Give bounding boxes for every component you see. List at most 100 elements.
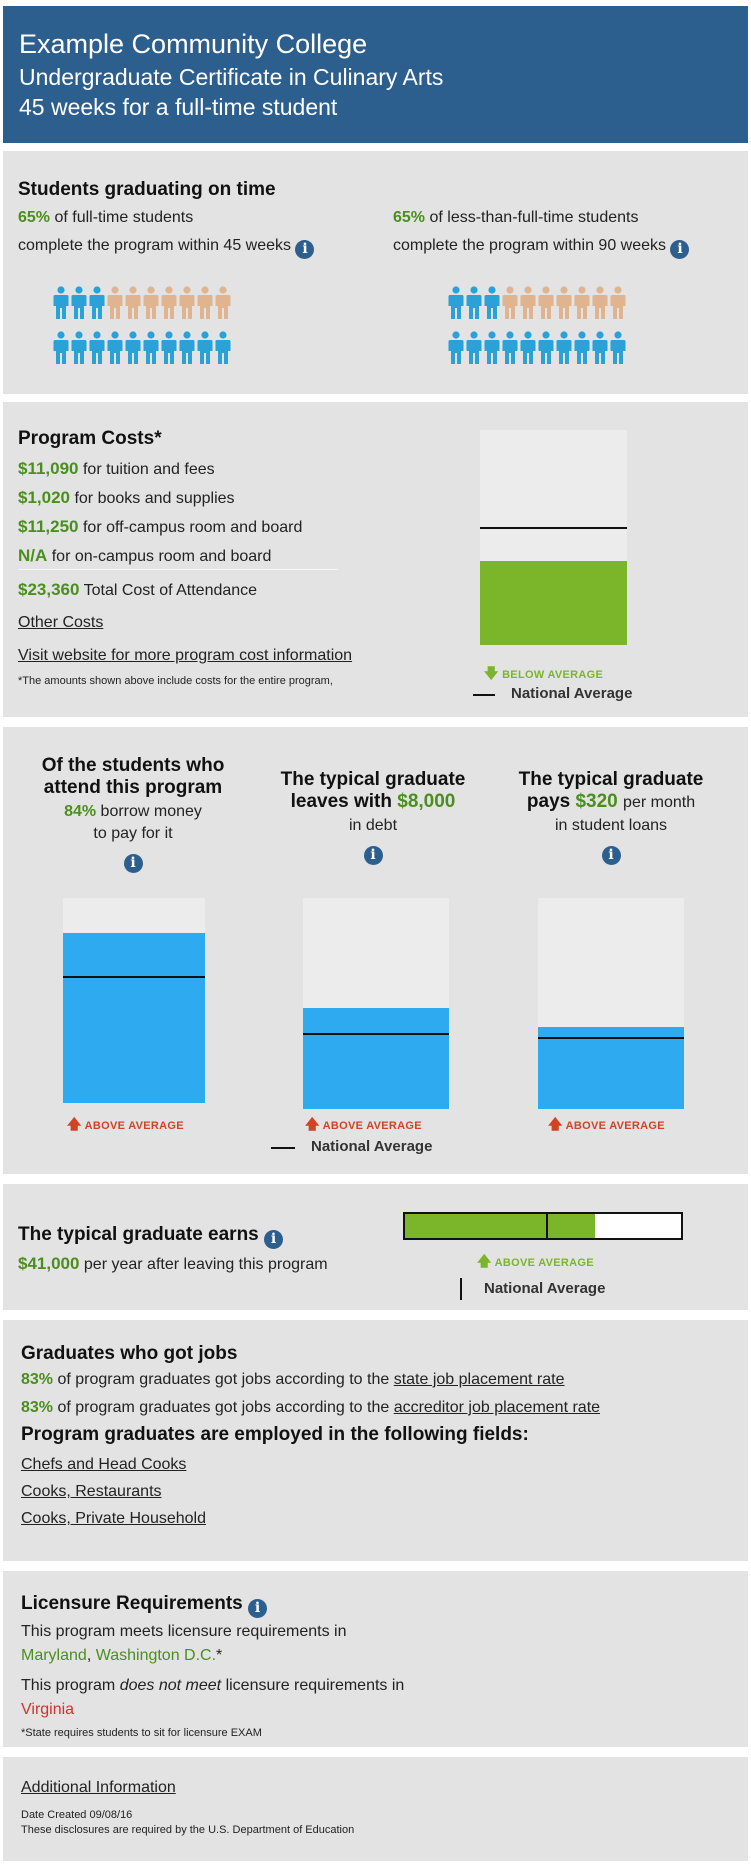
person-icon [610, 286, 628, 325]
legend-line-icon [460, 1278, 462, 1300]
full-time-pct: 65% [18, 209, 51, 226]
program-length: 45 weeks for a full-time student [19, 94, 338, 120]
arrow-up-icon: 🡅 [67, 1116, 82, 1132]
person-icon [161, 331, 179, 370]
legend-line-icon [271, 1147, 295, 1149]
earnings-amount: $41,000 [18, 1254, 80, 1273]
payment-bar-track [538, 898, 684, 1109]
info-icon[interactable]: i [295, 240, 315, 259]
cost-bar-fill [480, 561, 627, 645]
program-name: Undergraduate Certificate in Culinary Ar… [19, 64, 444, 90]
debt-amount: $8,000 [397, 791, 456, 812]
arrow-down-icon: 🡇 [484, 665, 499, 681]
debt-flag: 🡅 ABOVE AVERAGE [305, 1116, 422, 1132]
costs-title: Program Costs* [18, 428, 162, 449]
earnings-section: The typical graduate earns i $41,000 per… [3, 1184, 748, 1310]
person-icon [179, 286, 197, 325]
person-icon [448, 286, 466, 325]
licensure-footnote: *State requires students to sit for lice… [21, 1727, 262, 1739]
state-placement-link[interactable]: state job placement rate [393, 1371, 565, 1388]
date-created: Date Created 09/08/16 [21, 1809, 133, 1821]
cost-flag: 🡇 BELOW AVERAGE [484, 665, 604, 681]
payment-national-average-line [538, 1037, 684, 1039]
debt-legend: National Average [311, 1138, 433, 1155]
licensure-meets-text: This program meets licensure requirement… [21, 1623, 347, 1640]
debt-col2-text: The typical graduate leaves with $8,000 … [280, 769, 466, 865]
person-icon [71, 286, 89, 325]
person-icon [466, 331, 484, 370]
part-time-people-chart [448, 286, 628, 370]
disclosure-note: These disclosures are required by the U.… [21, 1824, 355, 1836]
borrow-bar-fill [63, 933, 205, 1103]
info-icon[interactable]: i [264, 1230, 284, 1249]
other-costs-link[interactable]: Other Costs [18, 614, 104, 631]
part-time-line2: complete the program within 90 weeks [393, 237, 667, 254]
person-icon [538, 286, 556, 325]
person-icon [53, 331, 71, 370]
cost-item-oncampus: N/A for on-campus room and board [18, 546, 272, 565]
person-icon [502, 331, 520, 370]
debt-section: Of the students who attend this program … [3, 727, 748, 1174]
earnings-bar-track [403, 1212, 683, 1240]
payment-bar-fill [538, 1027, 684, 1109]
person-icon [574, 331, 592, 370]
debt-col3-text: The typical graduate pays $320 per month… [518, 769, 704, 865]
info-icon[interactable]: i [670, 240, 690, 259]
cost-website-link[interactable]: Visit website for more program cost info… [18, 647, 353, 664]
state-placement: 83% of program graduates got jobs accord… [21, 1371, 565, 1388]
full-time-detail: complete the program within 45 weeks i [18, 237, 315, 259]
licensure-not-states: Virginia [21, 1701, 75, 1718]
legend-line-icon [473, 694, 495, 696]
person-icon [592, 286, 610, 325]
person-icon [161, 286, 179, 325]
part-time-pct: 65% [393, 209, 426, 226]
part-time-line1: of less-than-full-time students [429, 209, 639, 226]
person-icon [466, 286, 484, 325]
person-icon [556, 331, 574, 370]
info-icon[interactable]: i [248, 1599, 268, 1618]
payment-amount: $320 [575, 791, 618, 812]
person-icon [610, 331, 628, 370]
cost-item-books: $1,020 for books and supplies [18, 488, 235, 507]
header-banner: Example Community College Undergraduate … [3, 6, 748, 143]
field-link[interactable]: Cooks, Restaurants [21, 1483, 162, 1500]
licensure-meets-states: Maryland, Washington D.C.* [21, 1647, 223, 1664]
person-icon [143, 286, 161, 325]
school-name: Example Community College [19, 29, 368, 59]
person-icon [107, 331, 125, 370]
accreditor-placement-link[interactable]: accreditor job placement rate [393, 1399, 601, 1416]
full-time-line2: complete the program within 45 weeks [18, 237, 292, 254]
total-cost: $23,360 Total Cost of Attendance [18, 580, 258, 599]
cost-national-average-line [480, 527, 627, 529]
cost-bar-track [480, 430, 627, 645]
person-icon [197, 331, 215, 370]
person-icon [502, 286, 520, 325]
costs-section: Program Costs* $11,090 for tuition and f… [3, 402, 748, 717]
person-icon [215, 331, 233, 370]
licensure-section: Licensure Requirements i This program me… [3, 1571, 748, 1747]
earnings-title: The typical graduate earns i [18, 1224, 284, 1249]
cost-item-tuition: $11,090 for tuition and fees [18, 459, 215, 478]
debt-bar-fill [303, 1008, 449, 1109]
person-icon [89, 331, 107, 370]
field-link[interactable]: Cooks, Private Household [21, 1510, 206, 1527]
licensure-title: Licensure Requirements i [21, 1593, 268, 1618]
person-icon [143, 331, 161, 370]
cost-items: $11,090 for tuition and fees $1,020 for … [18, 455, 302, 571]
info-icon[interactable]: i [363, 846, 383, 865]
person-icon [538, 331, 556, 370]
info-icon[interactable]: i [601, 846, 621, 865]
person-icon [556, 286, 574, 325]
earnings-bar-fill [405, 1214, 595, 1238]
person-icon [89, 286, 107, 325]
additional-info-link[interactable]: Additional Information [21, 1779, 176, 1796]
borrow-flag: 🡅 ABOVE AVERAGE [67, 1116, 184, 1132]
licensure-not-text: This program does not meet licensure req… [21, 1677, 405, 1694]
fields-title: Program graduates are employed in the fo… [21, 1424, 529, 1445]
info-icon[interactable]: i [123, 854, 143, 873]
person-icon [107, 286, 125, 325]
person-icon [179, 331, 197, 370]
debt-national-average-line [303, 1033, 449, 1035]
person-icon [448, 331, 466, 370]
field-link[interactable]: Chefs and Head Cooks [21, 1456, 187, 1473]
